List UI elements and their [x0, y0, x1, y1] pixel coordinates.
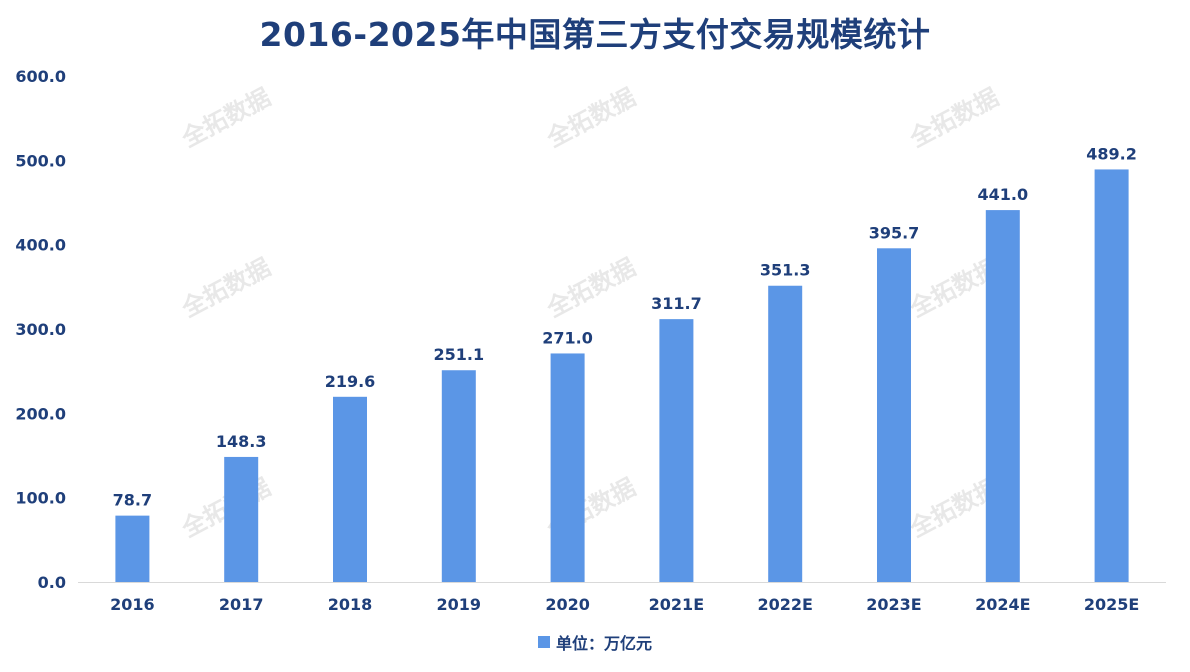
data-label-2017: 148.3: [216, 432, 267, 451]
bar-2021E: [659, 319, 694, 582]
y-tick-label: 400.0: [15, 236, 66, 255]
legend-swatch: [537, 636, 550, 648]
watermark-text: 全拓数据: [541, 83, 640, 153]
data-label-2023E: 395.7: [869, 223, 920, 242]
data-label-2019: 251.1: [433, 345, 484, 364]
y-tick-label: 500.0: [15, 151, 66, 170]
watermark-text: 全拓数据: [904, 83, 1003, 153]
y-tick-label: 300.0: [15, 320, 66, 339]
y-tick-label: 600.0: [15, 67, 66, 86]
data-label-2021E: 311.7: [651, 294, 702, 313]
bar-2016: [115, 515, 150, 582]
legend: 单位：万亿元: [0, 630, 1190, 654]
data-label-2016: 78.7: [113, 491, 152, 510]
x-tick-label: 2024E: [975, 595, 1030, 614]
watermark-text: 全拓数据: [176, 83, 275, 153]
bars: 78.7 148.3 219.6 251.1 271.0 311.7 351.3 395.7 4…: [113, 144, 1137, 582]
data-label-2018: 219.6: [325, 372, 376, 391]
data-label-2024E: 441.0: [977, 185, 1028, 204]
x-tick-label: 2019: [437, 595, 482, 614]
bar-2019: [441, 370, 476, 582]
bar-2025E: [1094, 169, 1129, 582]
y-tick-label: 200.0: [15, 404, 66, 423]
x-tick-label: 2023E: [866, 595, 921, 614]
data-label-2020: 271.0: [542, 328, 593, 347]
x-tick-label: 2020: [545, 595, 590, 614]
x-tick-label: 2018: [328, 595, 373, 614]
y-axis: 0.0 100.0 200.0 300.0 400.0 500.0 600.0: [15, 67, 66, 592]
x-tick-label: 2021E: [649, 595, 704, 614]
y-tick-label: 100.0: [15, 489, 66, 508]
bar-2020: [550, 353, 585, 582]
y-tick-label: 0.0: [38, 573, 66, 592]
chart-title: 2016-2025年中国第三方支付交易规模统计: [259, 15, 931, 54]
x-tick-label: 2017: [219, 595, 264, 614]
x-axis: 2016 2017 2018 2019 2020 2021E 2022E 2023E 2024E…: [110, 595, 1139, 614]
watermark-text: 全拓数据: [541, 253, 640, 323]
bar-2018: [333, 396, 367, 582]
legend-label: 单位：万亿元: [555, 634, 652, 653]
x-tick-label: 2025E: [1084, 595, 1139, 614]
bar-2017: [224, 456, 259, 582]
bar-2022E: [768, 285, 803, 582]
x-tick-label: 2016: [110, 595, 155, 614]
x-tick-label: 2022E: [757, 595, 812, 614]
data-label-2025E: 489.2: [1086, 144, 1137, 163]
data-label-2022E: 351.3: [760, 261, 811, 280]
bar-2024E: [985, 210, 1020, 582]
watermark-text: 全拓数据: [176, 253, 275, 323]
bar-2023E: [877, 248, 911, 582]
